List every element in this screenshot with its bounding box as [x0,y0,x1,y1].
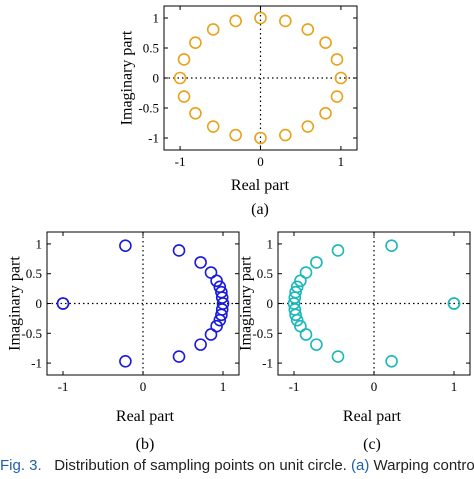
y-tick-label: -0.5 [21,326,42,341]
x-tick-label: 0 [257,154,264,169]
data-point [56,297,70,310]
data-point [330,53,344,66]
y-tick-label: 0 [36,296,43,311]
data-point [206,23,220,36]
data-point [279,14,292,28]
panel-label: (b) [136,436,155,453]
data-point [330,90,344,103]
data-point [177,90,191,103]
data-point [194,256,207,269]
x-axis-label: Real part [343,408,402,425]
data-point [119,354,132,368]
y-tick-label: 0.5 [26,266,42,281]
data-point [447,297,461,310]
x-tick-label: 1 [220,379,227,394]
y-tick-label: 0 [153,71,160,86]
x-tick-label: 0 [140,379,147,394]
data-point [294,274,307,288]
data-point [206,120,220,133]
data-point [287,297,301,310]
data-point [216,297,230,310]
data-point [319,106,332,120]
x-tick-label: -1 [289,379,300,394]
x-axis-label: Real part [116,408,175,425]
data-point [173,71,187,85]
caption-tail: Warping control [373,457,474,474]
y-tick-label: 0.5 [143,41,159,56]
x-axis-label: Real part [231,177,290,194]
data-point [301,120,315,133]
data-point [172,244,186,257]
y-axis-label: Imaginary part [119,30,136,125]
data-point [177,53,191,66]
y-tick-label: -1 [148,131,159,146]
data-point [210,274,223,288]
data-point [279,128,292,142]
data-point [215,291,229,304]
data-point [119,239,132,253]
chart-panel-3: -1 0 1 1 0.5 0 -0.5 -1 Real part Imaginary part (c… [238,231,471,453]
y-axis-label: Imaginary part [7,256,24,351]
data-point [385,354,398,368]
y-tick-label: 0 [267,296,274,311]
chart-panel-2: -1 0 1 1 0.5 0 -0.5 -1 Real part Imaginary part (b… [7,231,240,453]
chart-panel-1: -1 0 1 1 0.5 0 -0.5 -1 Real part Imaginary part (a… [119,5,358,218]
x-tick-label: 1 [451,379,458,394]
y-tick-label: 0.5 [257,266,273,281]
data-point [210,319,223,333]
data-point [331,244,345,257]
panel-label: (c) [363,436,381,453]
data-point [331,350,345,363]
data-point [288,291,302,304]
data-point [229,128,242,142]
data-point [172,350,186,363]
caption-text: Distribution of sampling points on unit … [54,457,347,474]
data-point [254,11,267,25]
panel-label: (a) [251,201,269,218]
y-axis-label: Imaginary part [238,256,255,351]
caption-ref-link[interactable]: (a) [351,457,370,474]
x-tick-label: -1 [58,379,69,394]
x-tick-label: 0 [371,379,378,394]
y-tick-label: -1 [31,356,42,371]
x-tick-label: 1 [338,154,345,169]
data-point [254,131,267,145]
figure-caption: Fig. 3. Distribution of sampling points … [0,457,474,474]
data-point [294,319,307,333]
data-point [334,71,348,85]
caption-prefix: Fig. 3. [0,457,42,474]
data-point [301,23,315,36]
y-tick-label: 1 [267,236,274,251]
data-point [288,303,302,316]
data-point [310,338,323,351]
data-point [229,14,242,28]
data-point [189,36,202,50]
y-tick-label: -0.5 [138,101,159,116]
y-tick-label: 1 [153,11,160,26]
data-point [189,106,202,120]
data-point [194,338,207,351]
y-tick-label: -1 [262,356,273,371]
y-tick-label: -0.5 [252,326,273,341]
data-point [215,303,229,316]
x-tick-label: -1 [175,154,186,169]
y-tick-label: 1 [36,236,43,251]
data-point [310,256,323,269]
data-point [319,36,332,50]
data-point [385,239,398,253]
